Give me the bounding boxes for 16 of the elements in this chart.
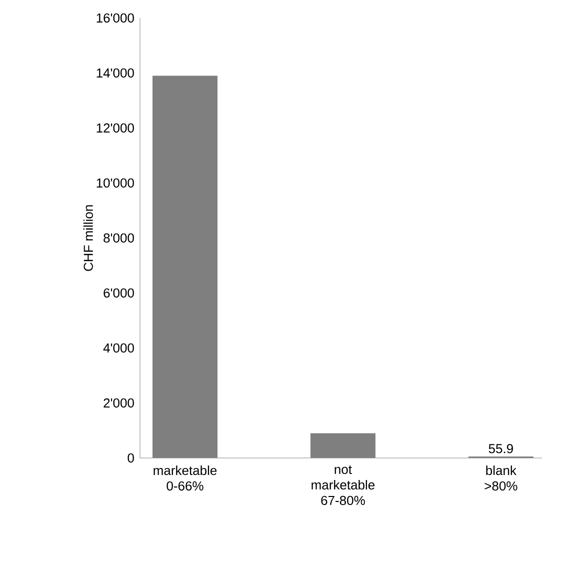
y-tick-label: 0 — [128, 453, 134, 463]
x-tick-label: blank >80% — [484, 466, 518, 491]
data-label: 55.9 — [488, 444, 513, 454]
y-axis-title: CHF million — [83, 205, 93, 271]
x-tick-label: marketable 0-66% — [154, 466, 217, 491]
bar — [152, 76, 218, 458]
y-tick-label: 4'000 — [103, 343, 134, 353]
y-tick-label: 8'000 — [104, 233, 134, 243]
x-tick-label: not marketable 67-80% — [312, 466, 375, 506]
y-tick-label: 14'000 — [96, 68, 134, 78]
bar — [310, 433, 376, 458]
y-tick-label: 2'000 — [104, 398, 134, 408]
y-tick-label: 16'000 — [96, 13, 134, 23]
y-tick-label: 12'000 — [96, 123, 134, 133]
y-tick-label: 10'000 — [96, 178, 134, 188]
y-tick-label: 6'000 — [104, 288, 134, 298]
